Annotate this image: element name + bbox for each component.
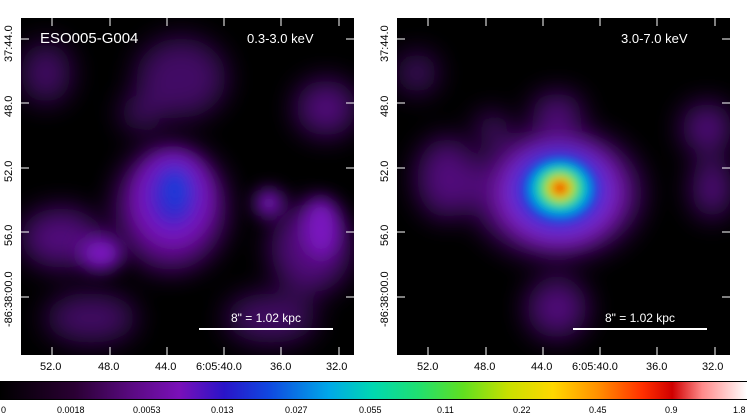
soft-band-label: 0.3-3.0 keV bbox=[247, 31, 314, 46]
hard-band-image-panel: 3.0-7.0 keV 8" = 1.02 kpc bbox=[397, 18, 730, 355]
colorbar-tick-10: 0.9 bbox=[665, 405, 678, 415]
right-scalebar-line bbox=[573, 328, 707, 330]
colorbar-tick-2: 0.0018 bbox=[57, 405, 85, 415]
right-ra-tick-3: 44.0 bbox=[531, 361, 553, 373]
colorbar-tick-6: 0.055 bbox=[359, 405, 382, 415]
right-ra-tick-6: 32.0 bbox=[702, 361, 724, 373]
left-ra-tick-1: 52.0 bbox=[40, 361, 62, 373]
right-dec-tick-4: 56.0 bbox=[379, 224, 391, 246]
hard-band-xray-image bbox=[397, 18, 730, 355]
colorbar-tick-8: 0.22 bbox=[513, 405, 531, 415]
left-dec-tick-1: 37:44.0 bbox=[3, 25, 15, 62]
right-scalebar-label: 8" = 1.02 kpc bbox=[605, 311, 675, 325]
colorbar-tick-3: 0.0053 bbox=[133, 405, 161, 415]
right-ra-tick-4: 6:05:40.0 bbox=[572, 361, 618, 373]
colorbar-tick-4: 0.013 bbox=[211, 405, 234, 415]
right-dec-tick-3: 52.0 bbox=[379, 160, 391, 182]
right-ra-tick-5: 36.0 bbox=[646, 361, 668, 373]
colorbar-tick-7: 0.11 bbox=[437, 405, 454, 415]
left-dec-tick-4: 56.0 bbox=[3, 224, 15, 246]
left-dec-tick-5: -86:38:00.0 bbox=[3, 271, 15, 327]
left-scalebar-label: 8" = 1.02 kpc bbox=[231, 311, 301, 325]
object-name-label: ESO005-G004 bbox=[40, 30, 139, 47]
left-ra-tick-5: 36.0 bbox=[270, 361, 292, 373]
colorbar-tick-11: 1.8 bbox=[733, 405, 746, 415]
soft-band-image-panel: ESO005-G004 0.3-3.0 keV 8" = 1.02 kpc bbox=[21, 18, 354, 355]
right-dec-tick-2: 48.0 bbox=[379, 95, 391, 117]
left-ra-tick-6: 32.0 bbox=[326, 361, 348, 373]
left-ra-tick-4: 6:05:40.0 bbox=[196, 361, 242, 373]
left-ra-tick-2: 48.0 bbox=[98, 361, 120, 373]
right-ra-tick-2: 48.0 bbox=[474, 361, 496, 373]
right-dec-tick-1: 37:44.0 bbox=[379, 25, 391, 62]
left-ra-tick-3: 44.0 bbox=[155, 361, 177, 373]
colorbar-tick-5: 0.027 bbox=[285, 405, 308, 415]
right-dec-tick-5: -86:38:00.0 bbox=[379, 271, 391, 327]
hard-band-label: 3.0-7.0 keV bbox=[621, 31, 688, 46]
soft-band-xray-image bbox=[21, 18, 354, 355]
colorbar-tick-9: 0.45 bbox=[589, 405, 607, 415]
left-dec-tick-3: 52.0 bbox=[3, 160, 15, 182]
right-ra-tick-1: 52.0 bbox=[417, 361, 439, 373]
colorbar-tick-1: 0 bbox=[1, 405, 7, 415]
colorbar bbox=[0, 381, 747, 400]
left-dec-tick-2: 48.0 bbox=[3, 95, 15, 117]
left-scalebar-line bbox=[199, 328, 333, 330]
